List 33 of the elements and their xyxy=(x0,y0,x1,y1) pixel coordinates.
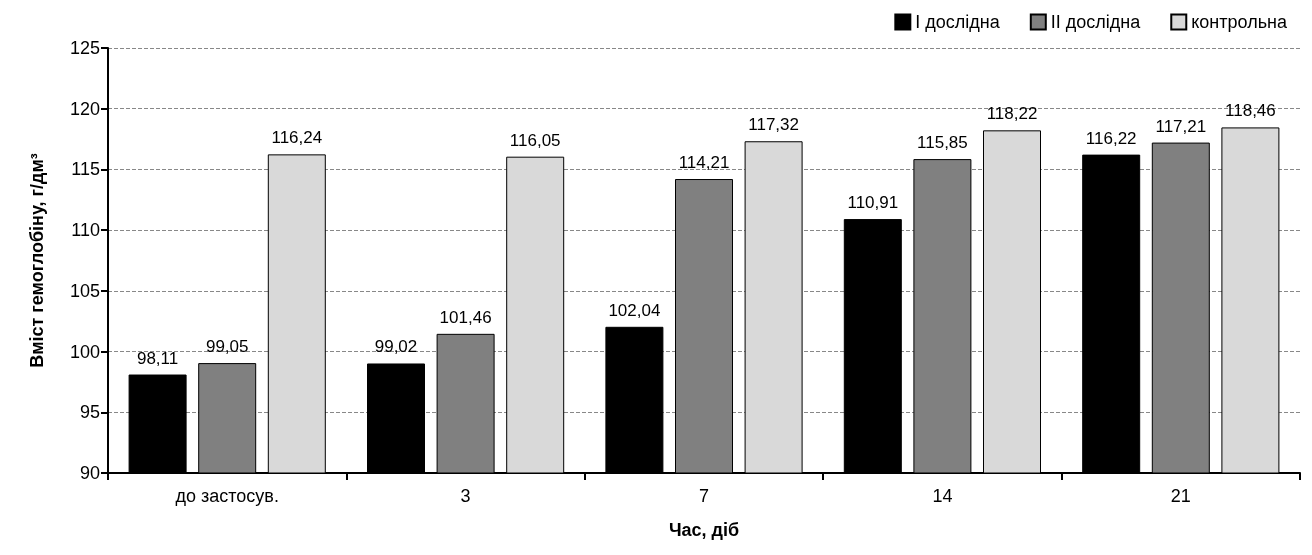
x-axis-title: Час, діб xyxy=(668,520,740,540)
data-label: 114,21 xyxy=(678,153,730,173)
data-label: 118,46 xyxy=(1225,101,1276,121)
data-label: 115,85 xyxy=(917,133,968,153)
data-label: 110,91 xyxy=(847,193,899,213)
x-tick-label: 14 xyxy=(932,486,953,506)
y-tick-label: 110 xyxy=(71,220,100,241)
data-label: 101,46 xyxy=(439,307,492,327)
x-tick-label: 21 xyxy=(1170,486,1191,506)
data-label: 118,22 xyxy=(986,104,1038,124)
y-tick-label: 100 xyxy=(69,341,100,362)
data-label: 98,11 xyxy=(136,348,179,368)
data-label: 116,22 xyxy=(1085,128,1137,148)
data-label: 99,02 xyxy=(374,337,418,357)
data-label: 117,32 xyxy=(748,115,799,135)
data-label: 116,05 xyxy=(509,130,561,150)
y-tick-label: 120 xyxy=(69,98,100,119)
x-tick-label: 3 xyxy=(460,486,471,506)
y-tick-label: 125 xyxy=(69,38,100,58)
x-tick-label: 7 xyxy=(698,486,710,506)
data-label: 116,24 xyxy=(271,128,323,148)
data-label: 102,04 xyxy=(608,300,661,320)
y-tick-label: 90 xyxy=(79,463,100,483)
y-tick-label: 115 xyxy=(71,159,100,180)
x-tick-label: до застосув. xyxy=(175,486,279,506)
data-label: 117,21 xyxy=(1155,116,1207,136)
legend-label: контрольна xyxy=(1191,12,1288,32)
y-tick-label: 105 xyxy=(69,280,100,301)
legend-label: I дослідна xyxy=(915,12,1001,32)
y-axis-title: Вміст гемоглобіну, г/дм³ xyxy=(27,153,47,368)
y-tick-label: 95 xyxy=(79,402,100,423)
data-label: 99,05 xyxy=(205,337,249,357)
legend-label: II дослідна xyxy=(1050,12,1142,32)
